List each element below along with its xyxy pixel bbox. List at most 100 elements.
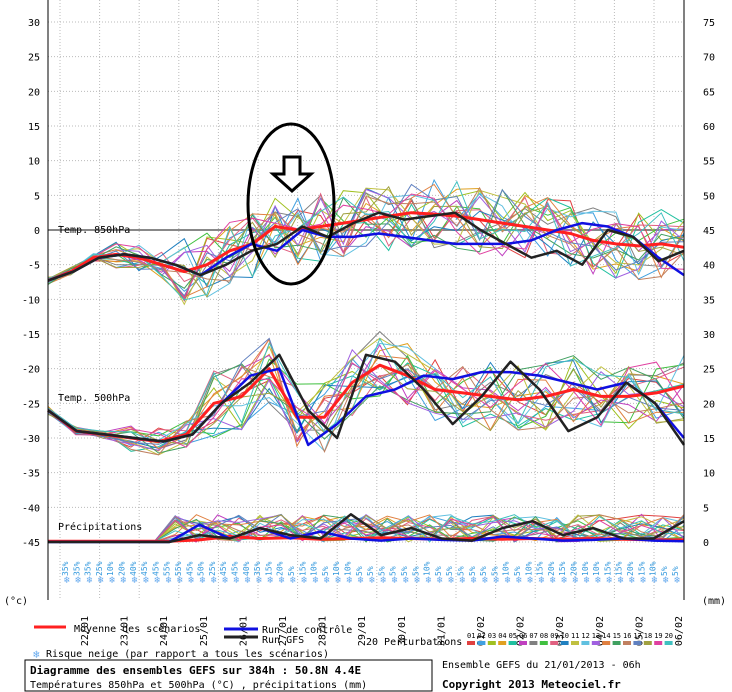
y-right-tick-label: 75 bbox=[703, 18, 715, 29]
x-tick-label: 23/01 bbox=[120, 616, 131, 646]
snow-risk-label: 45% bbox=[151, 561, 160, 576]
snowflake-icon: ❄ bbox=[516, 575, 523, 586]
snow-risk-label: 25% bbox=[208, 561, 217, 576]
snow-risk-label: 10% bbox=[344, 561, 353, 576]
perturbation-swatch bbox=[519, 641, 527, 645]
snowflake-icon: ❄ bbox=[652, 575, 659, 586]
perturbation-id-label: 07 bbox=[529, 632, 537, 640]
y-left-tick-label: -35 bbox=[22, 469, 40, 480]
perturbation-t850-line bbox=[47, 192, 685, 298]
y-left-tick-label: 30 bbox=[28, 18, 40, 29]
snowflake-icon: ❄ bbox=[369, 575, 376, 586]
snowflake-icon: ❄ bbox=[550, 575, 557, 586]
perturbation-id-label: 04 bbox=[498, 632, 506, 640]
y-right-tick-label: 5 bbox=[703, 503, 709, 514]
perturbation-swatch bbox=[623, 641, 631, 645]
perturbation-t500-line bbox=[47, 355, 685, 454]
y-left-tick-label: 20 bbox=[28, 87, 40, 98]
x-tick-label: 05/02 bbox=[634, 616, 645, 646]
snow-risk-label: 20% bbox=[118, 561, 127, 576]
snowflake-icon: ❄ bbox=[392, 575, 399, 586]
snow-risk-label: 50% bbox=[197, 561, 206, 576]
snow-risk-label: 20% bbox=[276, 561, 285, 576]
snow-risk-label: 25% bbox=[95, 561, 104, 576]
y-right-tick-label: 45 bbox=[703, 226, 715, 237]
snowflake-icon: ❄ bbox=[414, 575, 421, 586]
perturbation-id-label: 17 bbox=[633, 632, 641, 640]
snowflake-icon: ❄ bbox=[595, 575, 602, 586]
perturbation-swatch bbox=[529, 641, 538, 645]
perturbation-id-label: 05 bbox=[509, 632, 517, 640]
down-arrow-icon bbox=[269, 155, 315, 194]
perturbation-t850-line bbox=[47, 197, 685, 285]
snowflake-icon: ❄ bbox=[573, 575, 580, 586]
snowflake-icon: ❄ bbox=[222, 575, 229, 586]
x-tick-label: 31/01 bbox=[436, 616, 447, 646]
x-tick-label: 29/01 bbox=[357, 616, 368, 646]
y-right-unit: (mm) bbox=[702, 596, 726, 607]
legend-label-mean: Moyenne des scénarios bbox=[74, 623, 200, 635]
perturbation-swatch bbox=[633, 641, 642, 645]
snowflake-icon: ❄ bbox=[98, 575, 105, 586]
snowflake-icon: ❄ bbox=[335, 575, 342, 586]
snow-risk-label: 10% bbox=[332, 561, 341, 576]
perturbation-t500-line bbox=[47, 337, 685, 456]
perturbation-t850-line bbox=[47, 193, 685, 299]
snow-risk-label: 5% bbox=[513, 566, 522, 576]
perturbation-swatch bbox=[560, 641, 569, 645]
y-right-tick-label: 20 bbox=[703, 399, 715, 410]
snow-risk-label: 5% bbox=[377, 566, 386, 576]
x-tick-label: 04/02 bbox=[595, 616, 606, 646]
snowflake-icon: ❄ bbox=[493, 575, 500, 586]
snowflake-icon: ❄ bbox=[234, 575, 241, 586]
snowflake-icon: ❄ bbox=[527, 575, 534, 586]
y-left-tick-label: 0 bbox=[34, 226, 40, 237]
snow-risk-label: 45% bbox=[231, 561, 240, 576]
snow-risk-label: 5% bbox=[355, 566, 364, 576]
snow-risk-label: 10% bbox=[649, 561, 658, 576]
snowflake-icon: ❄ bbox=[267, 575, 274, 586]
y-right-tick-label: 55 bbox=[703, 157, 715, 168]
snowflake-icon: ❄ bbox=[200, 575, 207, 586]
perturbation-id-label: 10 bbox=[561, 632, 569, 640]
snowflake-icon: ❄ bbox=[177, 575, 184, 586]
snowflake-icon: ❄ bbox=[301, 575, 308, 586]
y-right-tick-label: 25 bbox=[703, 365, 715, 376]
snow-risk-label: 5% bbox=[445, 566, 454, 576]
perturbation-swatch bbox=[581, 641, 590, 645]
x-tick-label: 01/02 bbox=[476, 616, 487, 646]
snowflake-icon: ❄ bbox=[33, 648, 40, 661]
snow-risk-label: 35% bbox=[253, 561, 262, 576]
perturbation-id-label: 14 bbox=[602, 632, 610, 640]
snowflake-icon: ❄ bbox=[154, 575, 161, 586]
footer-box bbox=[24, 659, 433, 692]
y-right-tick-label: 35 bbox=[703, 295, 715, 306]
snow-risk-label: 5% bbox=[389, 566, 398, 576]
x-tick-label: 26/01 bbox=[238, 616, 249, 646]
x-tick-label: 27/01 bbox=[278, 616, 289, 646]
snow-risk-label: 20% bbox=[547, 561, 556, 576]
snow-risk-label: 5% bbox=[457, 566, 466, 576]
snow-risk-label: 5% bbox=[671, 566, 680, 576]
snow-risk-label: 5% bbox=[660, 566, 669, 576]
y-right-tick-label: 50 bbox=[703, 191, 715, 202]
legend-snow-risk: Risque neige (par rapport a tous les scé… bbox=[46, 648, 329, 660]
snow-risk-label: 5% bbox=[400, 566, 409, 576]
plot-background bbox=[48, 0, 684, 600]
snow-risk-label: 15% bbox=[558, 561, 567, 576]
perturbation-id-label: 11 bbox=[571, 632, 579, 640]
snow-risk-label: 10% bbox=[423, 561, 432, 576]
snowflake-icon: ❄ bbox=[482, 575, 489, 586]
snow-risk-label: 55% bbox=[174, 561, 183, 576]
snowflake-icon: ❄ bbox=[256, 575, 263, 586]
perturbation-swatch bbox=[487, 641, 496, 645]
snow-risk-label: 5% bbox=[366, 566, 375, 576]
perturbation-swatch bbox=[654, 641, 663, 645]
snow-risk-label: 20% bbox=[570, 561, 579, 576]
snowflake-icon: ❄ bbox=[245, 575, 252, 586]
y-left-tick-label: -45 bbox=[22, 538, 40, 549]
perturbation-swatch bbox=[643, 641, 652, 645]
y-left-tick-label: -15 bbox=[22, 330, 40, 341]
perturbation-id-label: 18 bbox=[644, 632, 652, 640]
